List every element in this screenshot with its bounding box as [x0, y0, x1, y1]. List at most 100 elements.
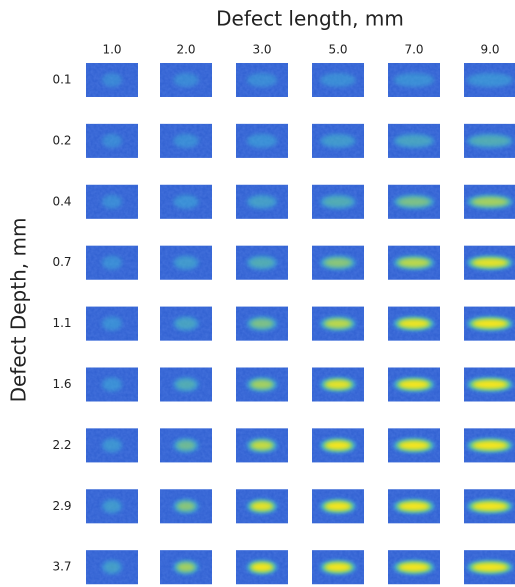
heatmap-thumbnail — [464, 489, 515, 523]
heatmap-thumbnail — [86, 307, 138, 341]
signal-core — [325, 320, 350, 328]
heatmap-thumbnail — [312, 185, 364, 219]
heatmap-thumbnail — [312, 124, 364, 158]
signal-core — [325, 381, 350, 389]
column-label: 5.0 — [328, 43, 347, 57]
signal-core — [178, 502, 194, 510]
signal-core — [325, 259, 350, 267]
signal-core — [473, 320, 507, 328]
signal-core — [399, 381, 429, 389]
heatmap-thumbnail — [160, 368, 212, 402]
heatmap-thumbnail — [388, 489, 440, 523]
heatmap-thumbnail — [160, 63, 212, 97]
heatmap-thumbnail — [160, 307, 212, 341]
heatmap-thumbnail — [160, 124, 212, 158]
signal-core — [325, 502, 350, 510]
heatmap-thumbnail — [388, 307, 440, 341]
signal-core — [473, 563, 507, 571]
heatmap-thumbnail — [160, 246, 212, 280]
y-axis-label: Defect Depth, mm — [7, 218, 31, 403]
heatmap-thumbnail — [388, 368, 440, 402]
heatmap-thumbnail — [86, 489, 138, 523]
signal-core — [399, 259, 429, 267]
heatmap-thumbnail — [236, 124, 288, 158]
heatmap-thumbnail — [464, 550, 515, 584]
page: Defect length, mm Defect Depth, mm 1.02.… — [0, 0, 515, 587]
heatmap-thumbnail — [86, 124, 138, 158]
signal-core — [325, 441, 350, 449]
heatmap-thumbnail — [464, 428, 515, 462]
title: Defect length, mm — [216, 7, 404, 31]
heatmap-thumbnail — [312, 550, 364, 584]
heatmap-thumbnail — [86, 368, 138, 402]
heatmap-thumbnail — [160, 550, 212, 584]
heatmap-thumbnail — [236, 185, 288, 219]
signal-core — [178, 441, 194, 449]
heatmap-thumbnail — [86, 185, 138, 219]
signal-core — [252, 320, 273, 328]
signal-core — [399, 198, 429, 206]
heatmap-thumbnail — [236, 550, 288, 584]
heatmap-thumbnail — [160, 489, 212, 523]
heatmap-thumbnail — [464, 124, 515, 158]
heatmap-thumbnail — [86, 550, 138, 584]
heatmap-thumbnail — [464, 63, 515, 97]
signal-core — [325, 563, 350, 571]
column-label: 9.0 — [480, 43, 499, 57]
heatmap-thumbnail — [236, 489, 288, 523]
row-label: 0.1 — [52, 73, 71, 87]
heatmap-thumbnail — [236, 428, 288, 462]
row-label: 0.2 — [52, 133, 71, 147]
heatmap-thumbnail — [312, 63, 364, 97]
heatmap-thumbnail — [160, 185, 212, 219]
row-label: 0.4 — [52, 194, 71, 208]
heatmap-thumbnail — [236, 307, 288, 341]
heatmap-thumbnail — [86, 63, 138, 97]
row-label: 1.6 — [52, 377, 71, 391]
signal-core — [178, 381, 194, 389]
row-label: 1.1 — [52, 316, 71, 330]
heatmap-thumbnail — [388, 124, 440, 158]
column-label: 7.0 — [404, 43, 423, 57]
heatmap-thumbnail — [388, 185, 440, 219]
signal-core — [473, 259, 507, 267]
heatmap-thumbnail — [86, 428, 138, 462]
heatmap-thumbnail — [236, 63, 288, 97]
signal-core — [473, 502, 507, 510]
row-label: 0.7 — [52, 255, 71, 269]
figure: Defect length, mm Defect Depth, mm 1.02.… — [0, 0, 515, 587]
heatmap-thumbnail — [236, 368, 288, 402]
column-label: 2.0 — [176, 43, 195, 57]
heatmap-thumbnail — [312, 489, 364, 523]
signal-core — [473, 198, 507, 206]
signal-core — [473, 441, 507, 449]
signal-core — [252, 259, 273, 267]
signal-core — [399, 441, 429, 449]
signal-core — [325, 198, 350, 206]
heatmap-thumbnail — [388, 63, 440, 97]
heatmap-thumbnail — [388, 246, 440, 280]
signal-core — [252, 563, 273, 571]
signal-core — [252, 381, 273, 389]
signal-core — [399, 320, 429, 328]
heatmap-thumbnail — [388, 550, 440, 584]
signal-core — [178, 563, 194, 571]
signal-core — [399, 563, 429, 571]
signal-core — [473, 381, 507, 389]
heatmap-thumbnail — [312, 246, 364, 280]
heatmap-thumbnail — [388, 428, 440, 462]
heatmap-thumbnail — [160, 428, 212, 462]
heatmap-thumbnail — [312, 307, 364, 341]
heatmap-thumbnail — [236, 246, 288, 280]
heatmap-thumbnail — [312, 368, 364, 402]
column-label: 3.0 — [252, 43, 271, 57]
heatmap-thumbnail — [464, 368, 515, 402]
heatmap-thumbnail — [312, 428, 364, 462]
signal-core — [473, 137, 507, 145]
row-label: 2.9 — [52, 499, 71, 513]
signal-core — [252, 502, 273, 510]
row-label: 3.7 — [52, 560, 71, 574]
signal-core — [252, 441, 273, 449]
heatmap-thumbnail — [86, 246, 138, 280]
row-label: 2.2 — [52, 438, 71, 452]
